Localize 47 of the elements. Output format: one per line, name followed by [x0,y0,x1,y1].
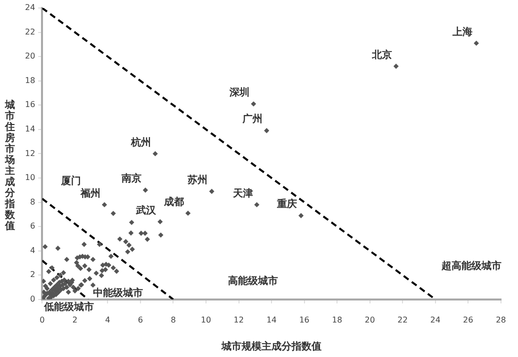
x-tick-label: 14 [266,315,277,324]
data-label: 北京 [371,48,392,61]
x-tick-label: 24 [430,315,440,324]
data-label: 成都 [162,196,184,208]
x-tick-label: 10 [200,315,212,324]
y-tick-label: 20 [24,52,36,61]
x-tick-label: 16 [299,315,310,324]
y-tick-label: 6 [30,222,36,231]
x-tick-label: 2 [72,315,78,324]
x-tick-label: 26 [463,315,474,324]
y-tick-label: 24 [24,3,36,12]
data-label: 杭州 [130,136,152,148]
text: 城市住房市场主成分指数值 [5,100,15,232]
y-tick-label: 16 [24,100,36,110]
x-tick-label: 28 [496,315,506,324]
y-tick-label: 14 [24,124,36,134]
data-label: 武汉 [135,204,158,216]
x-tick-label: 4 [105,315,110,324]
data-label: 厦门 [60,175,81,188]
y-tick-label: 18 [24,76,36,85]
x-tick-label: 0 [40,315,45,324]
y-tick-label: 10 [24,173,36,182]
data-label: 天津 [232,187,253,200]
text: 低能级城市 [43,300,94,313]
x-tick-label: 12 [234,315,244,324]
x-tick-label: 8 [170,315,176,324]
x-tick-label: 18 [332,315,342,324]
y-tick-label: 22 [24,27,36,36]
annotation: 超高能级城市 [440,260,502,272]
y-tick-label: 4 [30,246,36,255]
annotation: 中能级城市 [93,286,144,299]
x-tick-label: 6 [138,315,144,324]
data-label: 重庆 [276,198,298,210]
y-tick-label: 2 [30,270,36,280]
y-tick-label: 8 [30,197,36,206]
y-tick-label: 0 [30,294,36,304]
data-label: 福州 [79,187,100,200]
x-tick-label: 20 [364,315,375,324]
x-axis-title: 城市规模主成分指数值 [220,340,322,353]
annotation: 高能级城市 [228,274,278,287]
y-tick-label: 12 [24,148,36,158]
data-label: 上海 [451,26,472,38]
data-label: 深圳 [228,86,250,99]
data-label: 广州 [242,113,263,126]
data-label: 苏州 [186,174,208,186]
data-label: 南京 [120,172,142,185]
x-tick-label: 22 [398,315,408,324]
